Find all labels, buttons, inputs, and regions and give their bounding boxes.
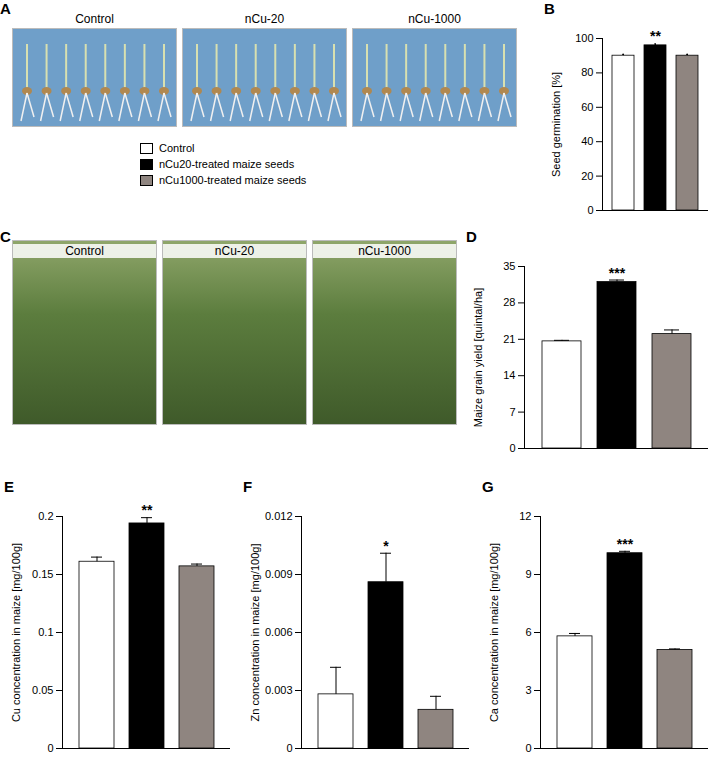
svg-text:0: 0 (509, 442, 515, 454)
svg-text:0: 0 (286, 742, 292, 754)
svg-text:0.009: 0.009 (265, 568, 293, 580)
svg-text:0: 0 (587, 204, 593, 216)
svg-text:0.1: 0.1 (38, 626, 53, 638)
svg-text:Seed germination [%]: Seed germination [%] (550, 72, 562, 177)
svg-text:40: 40 (581, 135, 593, 147)
svg-text:0.003: 0.003 (265, 684, 293, 696)
svg-text:0.2: 0.2 (38, 510, 53, 522)
html-text:Control: Control (65, 244, 104, 258)
html-text:F: F (243, 478, 253, 495)
html-text:C: C (0, 228, 11, 245)
html-text:nCu-1000: nCu-1000 (358, 244, 411, 258)
html-text:nCu20-treated maize seeds: nCu20-treated maize seeds (159, 158, 295, 170)
svg-text:0.15: 0.15 (32, 568, 53, 580)
svg-text:35: 35 (503, 260, 515, 272)
svg-text:80: 80 (581, 66, 593, 78)
svg-text:0.05: 0.05 (32, 684, 53, 696)
svg-text:0: 0 (525, 742, 531, 754)
svg-text:60: 60 (581, 101, 593, 113)
svg-text:0.006: 0.006 (265, 626, 293, 638)
svg-text:6: 6 (525, 626, 531, 638)
svg-text:100: 100 (575, 32, 593, 44)
svg-text:0: 0 (47, 742, 53, 754)
svg-text:9: 9 (525, 568, 531, 580)
svg-text:***: *** (609, 265, 626, 281)
svg-text:14: 14 (503, 369, 515, 381)
svg-text:0.012: 0.012 (265, 510, 293, 522)
html-text:G: G (482, 478, 494, 495)
html-text:B: B (544, 0, 555, 17)
svg-text:3: 3 (525, 684, 531, 696)
svg-text:**: ** (650, 28, 661, 44)
svg-text:*: * (383, 538, 389, 554)
html-text:nCu-1000: nCu-1000 (408, 12, 461, 26)
svg-text:21: 21 (503, 333, 515, 345)
svg-text:20: 20 (581, 170, 593, 182)
svg-text:7: 7 (509, 406, 515, 418)
html-text:nCu-20: nCu-20 (244, 12, 285, 26)
svg-text:Maize grain yield [quintal/ha]: Maize grain yield [quintal/ha] (472, 288, 484, 427)
html-text:D: D (466, 228, 477, 245)
html-text:nCu1000-treated maize seeds: nCu1000-treated maize seeds (159, 174, 307, 186)
svg-text:12: 12 (519, 510, 531, 522)
html-text:Control: Control (159, 142, 195, 154)
html-text:A: A (0, 0, 11, 17)
svg-text:Zn concentration in maize [mg/: Zn concentration in maize [mg/100g] (249, 544, 261, 722)
svg-text:Ca concentration in maize [mg/: Ca concentration in maize [mg/100g] (488, 543, 500, 722)
svg-text:Cu concentration in maize [mg/: Cu concentration in maize [mg/100g] (10, 543, 22, 722)
svg-text:28: 28 (503, 296, 515, 308)
svg-text:**: ** (142, 502, 153, 518)
html-text:E: E (4, 478, 14, 495)
html-text:nCu-20: nCu-20 (214, 244, 255, 258)
html-text:Control: Control (75, 12, 114, 26)
svg-text:***: *** (617, 536, 634, 552)
